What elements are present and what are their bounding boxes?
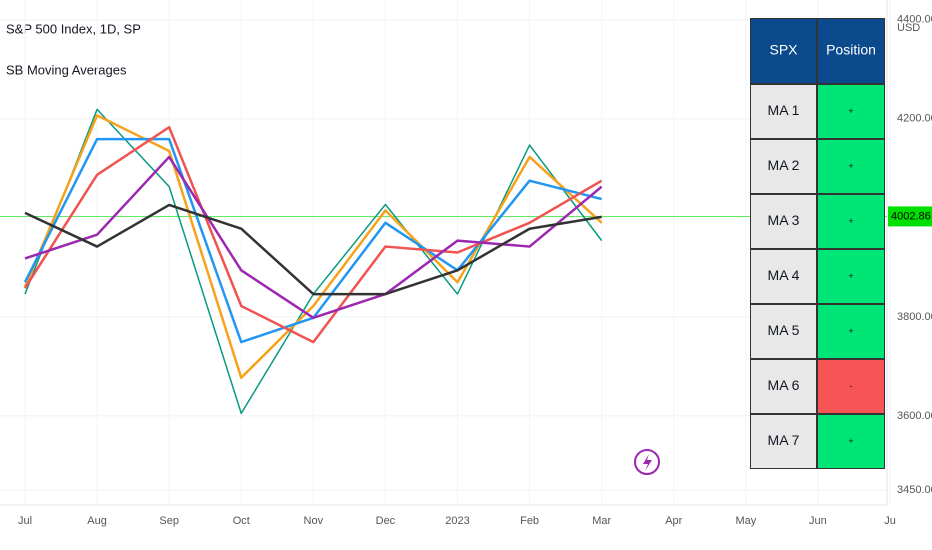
- ma-line: [24, 203, 602, 296]
- position-mark: +: [848, 216, 853, 226]
- x-tick-label: Apr: [665, 515, 682, 527]
- ma-line: [23, 125, 603, 344]
- header-cell: [751, 19, 816, 83]
- position-cell: [818, 140, 884, 193]
- y-unit: USD: [897, 22, 920, 34]
- ma-line: [24, 155, 603, 320]
- position-cell: [818, 415, 884, 468]
- last-price-label: 4002.86: [891, 210, 931, 222]
- position-cell: [818, 195, 884, 248]
- y-tick-label: 4400.00: [897, 14, 932, 26]
- position-cell: [818, 305, 884, 358]
- row-label-cell: [751, 250, 816, 303]
- row-label: MA 2: [768, 157, 800, 173]
- x-tick-label: Nov: [304, 515, 324, 527]
- lightning-icon[interactable]: [634, 449, 660, 475]
- position-mark: +: [848, 271, 853, 281]
- position-cell: [818, 85, 884, 138]
- position-mark: -: [850, 381, 853, 391]
- row-label-cell: [751, 305, 816, 358]
- row-label: MA 6: [768, 377, 800, 393]
- y-tick-label: 3800.00: [897, 311, 932, 323]
- x-tick-label: Jul: [18, 515, 32, 527]
- y-tick-label: 3600.00: [897, 410, 932, 422]
- row-label: MA 3: [768, 212, 800, 228]
- row-label-cell: [751, 140, 816, 193]
- x-tick-label: Dec: [376, 515, 396, 527]
- x-tick-label: Mar: [592, 515, 611, 527]
- chart-title: S&P 500 Index, 1D, SP: [6, 21, 141, 36]
- x-tick-label: Aug: [87, 515, 107, 527]
- position-mark: +: [848, 106, 853, 116]
- row-label-cell: [751, 415, 816, 468]
- position-mark: +: [848, 436, 853, 446]
- row-label: MA 7: [768, 432, 800, 448]
- grid: [0, 0, 891, 505]
- x-tick-label: Sep: [159, 515, 179, 527]
- x-tick-label: Oct: [233, 515, 250, 527]
- position-cell: [818, 250, 884, 303]
- x-tick-label: Ju: [884, 515, 896, 527]
- row-label: MA 1: [768, 102, 800, 118]
- row-label: MA 5: [768, 322, 800, 338]
- position-cell: [818, 360, 884, 413]
- x-tick-label: Jun: [809, 515, 827, 527]
- position-mark: +: [848, 326, 853, 336]
- row-label-cell: [751, 195, 816, 248]
- header-text: Position: [826, 42, 876, 58]
- y-tick-label: 3450.00: [897, 484, 932, 496]
- position-mark: +: [848, 161, 853, 171]
- last-price-box: [888, 206, 932, 227]
- ma-line: [23, 114, 603, 380]
- row-label-cell: [751, 360, 816, 413]
- x-tick-label: 2023: [445, 515, 469, 527]
- indicator-name: SB Moving Averages: [6, 62, 127, 77]
- x-tick-label: May: [735, 515, 756, 527]
- header-cell: [818, 19, 884, 83]
- y-tick-label: 4200.00: [897, 113, 932, 125]
- row-label-cell: [751, 85, 816, 138]
- row-label: MA 4: [768, 267, 800, 283]
- position-table: SPX Position MA 1 + MA 2 + MA 3 + MA 4 + MA 5 + MA 6…: [750, 18, 885, 469]
- x-tick-label: Feb: [520, 515, 539, 527]
- header-text: SPX: [769, 42, 798, 58]
